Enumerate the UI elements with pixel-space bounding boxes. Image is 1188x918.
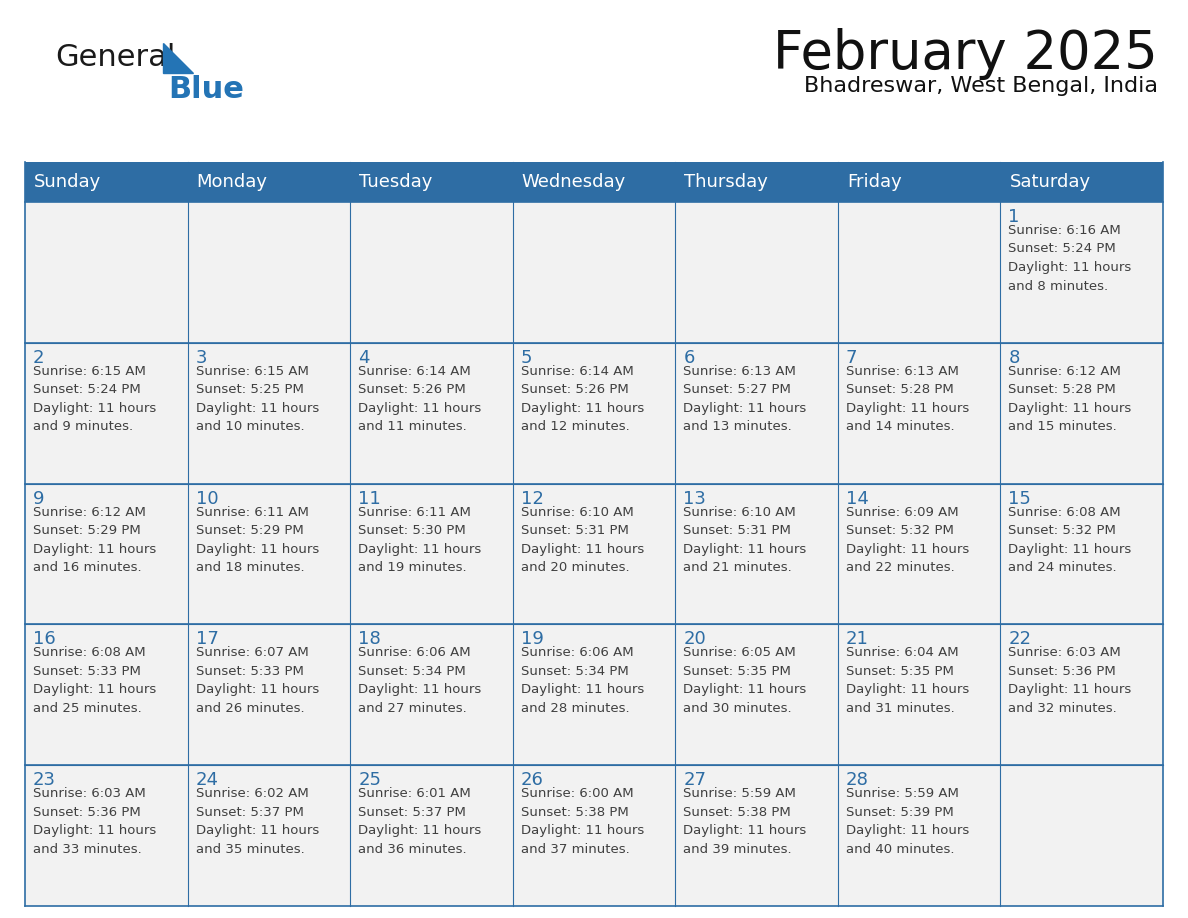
Text: 4: 4 bbox=[358, 349, 369, 367]
Text: 3: 3 bbox=[196, 349, 207, 367]
Text: Sunday: Sunday bbox=[34, 173, 101, 191]
Text: Sunrise: 6:09 AM
Sunset: 5:32 PM
Daylight: 11 hours
and 22 minutes.: Sunrise: 6:09 AM Sunset: 5:32 PM Dayligh… bbox=[846, 506, 969, 574]
Text: Sunrise: 6:15 AM
Sunset: 5:25 PM
Daylight: 11 hours
and 10 minutes.: Sunrise: 6:15 AM Sunset: 5:25 PM Dayligh… bbox=[196, 364, 318, 433]
Text: Sunrise: 6:00 AM
Sunset: 5:38 PM
Daylight: 11 hours
and 37 minutes.: Sunrise: 6:00 AM Sunset: 5:38 PM Dayligh… bbox=[520, 788, 644, 856]
Text: Monday: Monday bbox=[196, 173, 267, 191]
Bar bbox=[25, 484, 1163, 624]
Text: Sunrise: 6:02 AM
Sunset: 5:37 PM
Daylight: 11 hours
and 35 minutes.: Sunrise: 6:02 AM Sunset: 5:37 PM Dayligh… bbox=[196, 788, 318, 856]
Text: 26: 26 bbox=[520, 771, 544, 789]
Bar bbox=[25, 162, 1163, 202]
Text: Sunrise: 5:59 AM
Sunset: 5:39 PM
Daylight: 11 hours
and 40 minutes.: Sunrise: 5:59 AM Sunset: 5:39 PM Dayligh… bbox=[846, 788, 969, 856]
Text: Sunrise: 6:07 AM
Sunset: 5:33 PM
Daylight: 11 hours
and 26 minutes.: Sunrise: 6:07 AM Sunset: 5:33 PM Dayligh… bbox=[196, 646, 318, 715]
Text: Bhadreswar, West Bengal, India: Bhadreswar, West Bengal, India bbox=[804, 76, 1158, 96]
Text: 9: 9 bbox=[33, 489, 44, 508]
Text: Sunrise: 6:06 AM
Sunset: 5:34 PM
Daylight: 11 hours
and 27 minutes.: Sunrise: 6:06 AM Sunset: 5:34 PM Dayligh… bbox=[358, 646, 481, 715]
Text: Sunrise: 6:05 AM
Sunset: 5:35 PM
Daylight: 11 hours
and 30 minutes.: Sunrise: 6:05 AM Sunset: 5:35 PM Dayligh… bbox=[683, 646, 807, 715]
Text: 15: 15 bbox=[1009, 489, 1031, 508]
Text: 19: 19 bbox=[520, 631, 544, 648]
Text: 17: 17 bbox=[196, 631, 219, 648]
Text: 24: 24 bbox=[196, 771, 219, 789]
Text: Sunrise: 6:03 AM
Sunset: 5:36 PM
Daylight: 11 hours
and 32 minutes.: Sunrise: 6:03 AM Sunset: 5:36 PM Dayligh… bbox=[1009, 646, 1132, 715]
Text: Sunrise: 6:14 AM
Sunset: 5:26 PM
Daylight: 11 hours
and 11 minutes.: Sunrise: 6:14 AM Sunset: 5:26 PM Dayligh… bbox=[358, 364, 481, 433]
Text: Tuesday: Tuesday bbox=[359, 173, 432, 191]
Text: Sunrise: 6:15 AM
Sunset: 5:24 PM
Daylight: 11 hours
and 9 minutes.: Sunrise: 6:15 AM Sunset: 5:24 PM Dayligh… bbox=[33, 364, 157, 433]
Text: 10: 10 bbox=[196, 489, 219, 508]
Text: 20: 20 bbox=[683, 631, 706, 648]
Text: 8: 8 bbox=[1009, 349, 1019, 367]
Text: Sunrise: 6:10 AM
Sunset: 5:31 PM
Daylight: 11 hours
and 21 minutes.: Sunrise: 6:10 AM Sunset: 5:31 PM Dayligh… bbox=[683, 506, 807, 574]
Text: Sunrise: 6:12 AM
Sunset: 5:29 PM
Daylight: 11 hours
and 16 minutes.: Sunrise: 6:12 AM Sunset: 5:29 PM Dayligh… bbox=[33, 506, 157, 574]
Text: Saturday: Saturday bbox=[1010, 173, 1091, 191]
Text: 21: 21 bbox=[846, 631, 868, 648]
Text: Sunrise: 6:16 AM
Sunset: 5:24 PM
Daylight: 11 hours
and 8 minutes.: Sunrise: 6:16 AM Sunset: 5:24 PM Dayligh… bbox=[1009, 224, 1132, 293]
Text: General: General bbox=[55, 43, 176, 72]
Bar bbox=[25, 766, 1163, 906]
Text: Sunrise: 6:14 AM
Sunset: 5:26 PM
Daylight: 11 hours
and 12 minutes.: Sunrise: 6:14 AM Sunset: 5:26 PM Dayligh… bbox=[520, 364, 644, 433]
Text: Sunrise: 6:13 AM
Sunset: 5:28 PM
Daylight: 11 hours
and 14 minutes.: Sunrise: 6:13 AM Sunset: 5:28 PM Dayligh… bbox=[846, 364, 969, 433]
Bar bbox=[25, 202, 1163, 342]
Text: Sunrise: 6:13 AM
Sunset: 5:27 PM
Daylight: 11 hours
and 13 minutes.: Sunrise: 6:13 AM Sunset: 5:27 PM Dayligh… bbox=[683, 364, 807, 433]
Text: Sunrise: 6:11 AM
Sunset: 5:29 PM
Daylight: 11 hours
and 18 minutes.: Sunrise: 6:11 AM Sunset: 5:29 PM Dayligh… bbox=[196, 506, 318, 574]
Text: 13: 13 bbox=[683, 489, 706, 508]
Text: 12: 12 bbox=[520, 489, 544, 508]
Text: 22: 22 bbox=[1009, 631, 1031, 648]
Text: 14: 14 bbox=[846, 489, 868, 508]
Text: 5: 5 bbox=[520, 349, 532, 367]
Text: 18: 18 bbox=[358, 631, 381, 648]
Bar bbox=[25, 624, 1163, 766]
Text: Friday: Friday bbox=[847, 173, 902, 191]
Text: 7: 7 bbox=[846, 349, 858, 367]
Text: Wednesday: Wednesday bbox=[522, 173, 626, 191]
Polygon shape bbox=[163, 43, 192, 73]
Text: Sunrise: 6:08 AM
Sunset: 5:32 PM
Daylight: 11 hours
and 24 minutes.: Sunrise: 6:08 AM Sunset: 5:32 PM Dayligh… bbox=[1009, 506, 1132, 574]
Text: 27: 27 bbox=[683, 771, 707, 789]
Text: 1: 1 bbox=[1009, 208, 1019, 226]
Text: Thursday: Thursday bbox=[684, 173, 769, 191]
Text: Sunrise: 6:01 AM
Sunset: 5:37 PM
Daylight: 11 hours
and 36 minutes.: Sunrise: 6:01 AM Sunset: 5:37 PM Dayligh… bbox=[358, 788, 481, 856]
Text: 11: 11 bbox=[358, 489, 381, 508]
Text: Sunrise: 6:08 AM
Sunset: 5:33 PM
Daylight: 11 hours
and 25 minutes.: Sunrise: 6:08 AM Sunset: 5:33 PM Dayligh… bbox=[33, 646, 157, 715]
Text: 16: 16 bbox=[33, 631, 56, 648]
Text: 2: 2 bbox=[33, 349, 44, 367]
Text: Sunrise: 6:03 AM
Sunset: 5:36 PM
Daylight: 11 hours
and 33 minutes.: Sunrise: 6:03 AM Sunset: 5:36 PM Dayligh… bbox=[33, 788, 157, 856]
Text: February 2025: February 2025 bbox=[773, 28, 1158, 80]
Text: Sunrise: 6:04 AM
Sunset: 5:35 PM
Daylight: 11 hours
and 31 minutes.: Sunrise: 6:04 AM Sunset: 5:35 PM Dayligh… bbox=[846, 646, 969, 715]
Text: Sunrise: 6:06 AM
Sunset: 5:34 PM
Daylight: 11 hours
and 28 minutes.: Sunrise: 6:06 AM Sunset: 5:34 PM Dayligh… bbox=[520, 646, 644, 715]
Text: Sunrise: 6:12 AM
Sunset: 5:28 PM
Daylight: 11 hours
and 15 minutes.: Sunrise: 6:12 AM Sunset: 5:28 PM Dayligh… bbox=[1009, 364, 1132, 433]
Text: 28: 28 bbox=[846, 771, 868, 789]
Text: Blue: Blue bbox=[168, 75, 244, 104]
Bar bbox=[25, 342, 1163, 484]
Text: Sunrise: 5:59 AM
Sunset: 5:38 PM
Daylight: 11 hours
and 39 minutes.: Sunrise: 5:59 AM Sunset: 5:38 PM Dayligh… bbox=[683, 788, 807, 856]
Text: 6: 6 bbox=[683, 349, 695, 367]
Text: Sunrise: 6:11 AM
Sunset: 5:30 PM
Daylight: 11 hours
and 19 minutes.: Sunrise: 6:11 AM Sunset: 5:30 PM Dayligh… bbox=[358, 506, 481, 574]
Text: Sunrise: 6:10 AM
Sunset: 5:31 PM
Daylight: 11 hours
and 20 minutes.: Sunrise: 6:10 AM Sunset: 5:31 PM Dayligh… bbox=[520, 506, 644, 574]
Text: 25: 25 bbox=[358, 771, 381, 789]
Text: 23: 23 bbox=[33, 771, 56, 789]
